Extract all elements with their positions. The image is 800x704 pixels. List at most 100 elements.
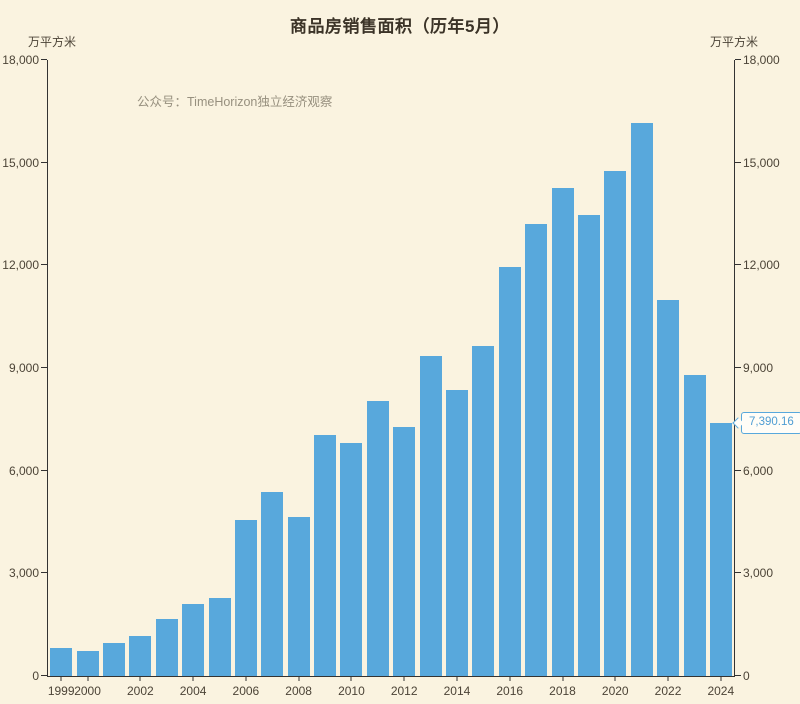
bar-2014[interactable] xyxy=(446,390,469,676)
y-axis-label-right-6000: 6,000 xyxy=(743,463,774,478)
bar-slot-2008 xyxy=(286,60,312,676)
value-callout: 7,390.16 xyxy=(732,412,800,434)
y-axis-tick-right-9000 xyxy=(735,367,741,368)
bar-slot-2010 xyxy=(338,60,364,676)
bar-slot-2024 xyxy=(708,60,734,676)
y-axis-tick-right-0 xyxy=(735,675,741,676)
x-axis-label-2004: 2004 xyxy=(179,684,207,698)
y-axis-tick-right-15000 xyxy=(735,161,741,163)
bar-2000[interactable] xyxy=(76,650,99,676)
chart-title: 商品房销售面积（历年5月） xyxy=(290,17,510,36)
y-axis-unit-right: 万平方米 xyxy=(710,35,759,49)
x-axis-label-2002: 2002 xyxy=(126,684,154,698)
bar-2021[interactable] xyxy=(630,122,653,676)
x-axis-tick-2016 xyxy=(509,676,511,681)
y-axis-tick-left-6000 xyxy=(41,469,47,471)
bar-2005[interactable] xyxy=(208,598,231,676)
x-axis-label-2010: 2010 xyxy=(338,684,365,698)
callout-value: 7,390.16 xyxy=(749,416,794,428)
bar-2001[interactable] xyxy=(102,643,125,676)
x-axis-tick-2000 xyxy=(87,676,89,681)
bar-2002[interactable] xyxy=(129,636,152,676)
x-axis-tick-2004 xyxy=(192,676,194,681)
bar-slot-2018 xyxy=(549,60,575,676)
bar-slot-2017 xyxy=(523,60,549,676)
bar-2016[interactable] xyxy=(498,266,521,676)
watermark-text: 公众号：TimeHorizon独立经济观察 xyxy=(137,95,333,109)
bar-2008[interactable] xyxy=(287,517,310,676)
bar-slot-2016 xyxy=(497,60,523,676)
bar-2017[interactable] xyxy=(525,224,548,676)
x-axis-label-2008: 2008 xyxy=(285,684,312,698)
bar-slot-2002 xyxy=(127,60,153,676)
y-axis-label-left-0: 0 xyxy=(32,669,39,683)
x-axis-tick-2002 xyxy=(139,676,141,681)
y-axis-tick-right-3000 xyxy=(735,572,741,574)
bar-slot-2023 xyxy=(681,60,707,676)
x-axis-label-2018: 2018 xyxy=(549,684,576,698)
y-axis-label-left-18000: 18,000 xyxy=(2,53,39,67)
bar-2004[interactable] xyxy=(182,603,205,676)
y-axis-label-right-9000: 9,000 xyxy=(743,361,774,375)
y-axis-label-left-6000: 6,000 xyxy=(8,463,39,478)
y-axis-tick-left-0 xyxy=(41,675,47,676)
x-axis-tick-1999 xyxy=(60,676,62,681)
bar-slot-2020 xyxy=(602,60,628,676)
bar-2009[interactable] xyxy=(314,435,337,676)
y-axis-tick-left-15000 xyxy=(41,161,47,163)
y-axis-label-left-15000: 15,000 xyxy=(2,155,39,170)
x-axis-label-2000: 2000 xyxy=(74,684,101,698)
bar-slot-2013 xyxy=(417,60,443,676)
bar-slot-2009 xyxy=(312,60,338,676)
bar-slot-2004 xyxy=(180,60,206,676)
bar-2011[interactable] xyxy=(366,401,389,676)
y-axis-tick-right-12000 xyxy=(735,264,741,266)
bar-2013[interactable] xyxy=(419,355,442,676)
y-axis-label-right-18000: 18,000 xyxy=(743,53,780,67)
y-axis-tick-left-9000 xyxy=(41,367,47,368)
x-axis-tick-2006 xyxy=(245,676,247,681)
x-axis-tick-2018 xyxy=(562,676,563,681)
y-axis-label-left-9000: 9,000 xyxy=(8,361,39,375)
y-axis-label-right-15000: 15,000 xyxy=(743,155,780,170)
x-axis-label-2016: 2016 xyxy=(496,684,524,698)
y-axis-label-right-3000: 3,000 xyxy=(743,566,774,581)
x-axis-tick-2012 xyxy=(403,676,405,681)
x-axis-tick-2010 xyxy=(350,676,352,681)
y-axis-tick-left-12000 xyxy=(41,264,47,266)
bar-2015[interactable] xyxy=(472,345,495,676)
bar-2020[interactable] xyxy=(604,170,627,676)
bar-slot-1999 xyxy=(48,60,74,676)
x-axis-label-2022: 2022 xyxy=(654,684,682,698)
bar-2007[interactable] xyxy=(261,491,284,676)
y-axis-unit-left: 万平方米 xyxy=(28,35,77,49)
y-axis-tick-left-18000 xyxy=(41,59,47,60)
bar-2010[interactable] xyxy=(340,443,363,676)
plot-area: 0 0 3,000 3,000 6,000 6,000 9,000 9,000 12,000 12… xyxy=(2,54,779,698)
bar-2022[interactable] xyxy=(657,299,680,676)
bar-2024[interactable] xyxy=(709,423,732,676)
bar-slot-2015 xyxy=(470,60,496,676)
bar-slot-2022 xyxy=(655,60,681,676)
y-axis-tick-left-3000 xyxy=(41,572,47,574)
bar-slot-2019 xyxy=(576,60,602,676)
bar-2012[interactable] xyxy=(393,426,416,676)
x-axis-label-2020: 2020 xyxy=(601,684,629,698)
bar-slot-2012 xyxy=(391,60,417,676)
y-axis-label-right-0: 0 xyxy=(743,669,750,683)
bar-slot-2011 xyxy=(365,60,391,676)
bar-2023[interactable] xyxy=(683,375,706,676)
x-axis-tick-2014 xyxy=(456,676,458,681)
bar-2019[interactable] xyxy=(578,215,600,676)
x-axis-tick-2024 xyxy=(720,676,722,681)
x-axis-label-2024: 2024 xyxy=(707,684,735,698)
x-axis-label-2012: 2012 xyxy=(390,684,418,698)
bar-2006[interactable] xyxy=(234,519,257,676)
x-axis-tick-2020 xyxy=(614,676,616,681)
x-axis-label-2014: 2014 xyxy=(443,684,471,698)
bar-2003[interactable] xyxy=(155,619,178,676)
bar-slot-2003 xyxy=(154,60,180,676)
bar-2018[interactable] xyxy=(551,187,574,676)
bar-1999[interactable] xyxy=(50,648,73,676)
